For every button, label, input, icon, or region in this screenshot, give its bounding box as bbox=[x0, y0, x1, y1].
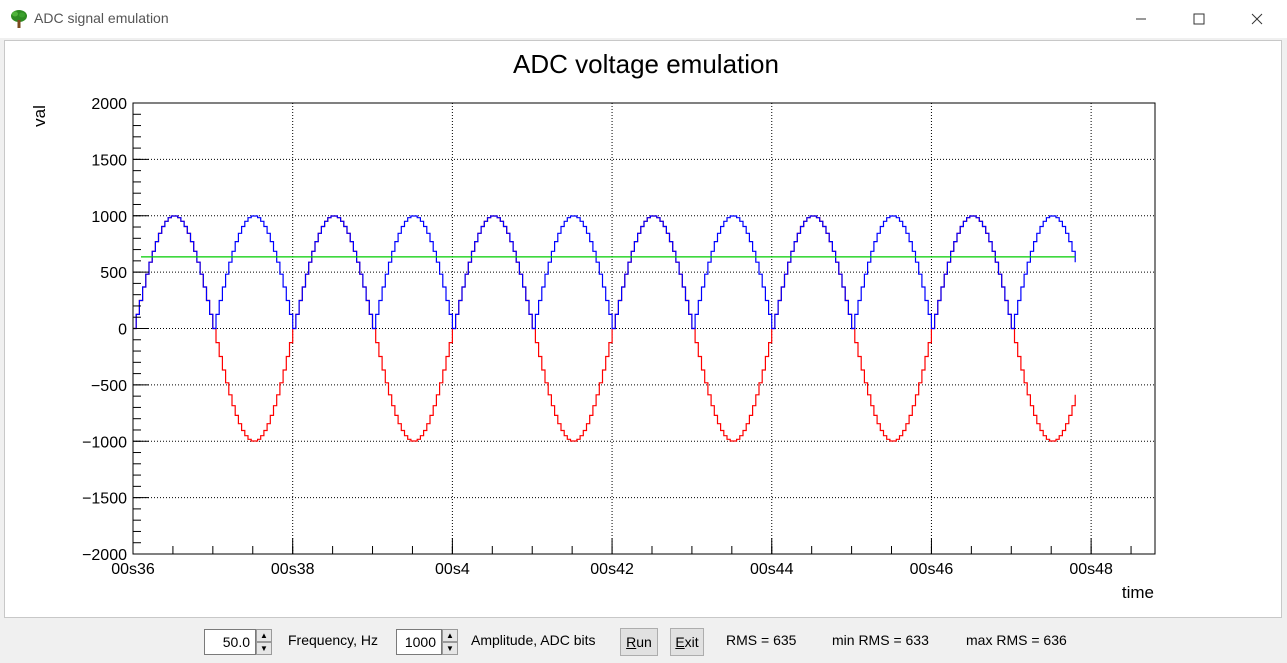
x-tick-label: 00s46 bbox=[910, 561, 954, 578]
minimize-button[interactable] bbox=[1113, 0, 1169, 38]
minimize-icon bbox=[1136, 18, 1146, 20]
window-titlebar: ADC signal emulation bbox=[0, 0, 1287, 38]
amplitude-stepper[interactable]: 1000 ▲ ▼ bbox=[396, 629, 458, 655]
series-layer bbox=[133, 215, 1076, 442]
amplitude-down-icon[interactable]: ▼ bbox=[442, 642, 458, 655]
exit-label: xit bbox=[684, 634, 699, 650]
frequency-label: Frequency, Hz bbox=[288, 632, 378, 648]
x-tick-label: 00s44 bbox=[750, 561, 794, 578]
series-line-1 bbox=[133, 215, 1076, 330]
amplitude-label: Amplitude, ADC bits bbox=[471, 632, 596, 648]
y-tick-label: −1000 bbox=[82, 434, 127, 451]
run-label: un bbox=[636, 634, 652, 650]
adc-chart: ADC voltage emulation val time 2000 1500 1… bbox=[30, 49, 1156, 602]
y-tick-label: 1500 bbox=[91, 152, 127, 169]
frequency-up-icon[interactable]: ▲ bbox=[256, 629, 272, 642]
exit-accelerator: E bbox=[675, 634, 685, 650]
run-accelerator: R bbox=[626, 634, 637, 650]
y-tick-label: 2000 bbox=[91, 96, 127, 113]
amplitude-input[interactable]: 1000 bbox=[396, 629, 442, 655]
series-line-0 bbox=[133, 215, 1076, 442]
x-tick-label: 00s42 bbox=[590, 561, 634, 578]
close-icon bbox=[1251, 13, 1263, 25]
amplitude-up-icon[interactable]: ▲ bbox=[442, 629, 458, 642]
maximize-button[interactable] bbox=[1171, 0, 1227, 38]
x-tick-label: 00s36 bbox=[111, 561, 155, 578]
frequency-down-icon[interactable]: ▼ bbox=[256, 642, 272, 655]
y-tick-label: −2000 bbox=[82, 547, 127, 564]
tree-icon bbox=[11, 10, 27, 28]
y-tick-label: −1500 bbox=[82, 491, 127, 508]
x-tick-label: 00s48 bbox=[1069, 561, 1113, 578]
y-tick-label: 500 bbox=[100, 265, 127, 282]
min-rms-readout: min RMS = 633 bbox=[832, 632, 929, 648]
rms-readout: RMS = 635 bbox=[726, 632, 797, 648]
chart-title: ADC voltage emulation bbox=[513, 49, 779, 79]
x-tick-label: 00s4 bbox=[435, 561, 470, 578]
close-button[interactable] bbox=[1229, 0, 1285, 38]
y-tick-label: 0 bbox=[118, 322, 127, 339]
y-axis-label: val bbox=[30, 105, 49, 127]
y-tick-label: 1000 bbox=[91, 209, 127, 226]
control-bar: 50.0 ▲ ▼ Frequency, Hz 1000 ▲ ▼ Amplitud… bbox=[0, 620, 1287, 663]
y-tick-label: −500 bbox=[91, 378, 127, 395]
frequency-stepper[interactable]: 50.0 ▲ ▼ bbox=[204, 629, 272, 655]
frequency-input[interactable]: 50.0 bbox=[204, 629, 256, 655]
axes: 2000 1500 1000 500 0 −500 −1000 −1500 −200000s36… bbox=[82, 96, 1132, 578]
plot-canvas[interactable]: ADC voltage emulation val time 2000 1500 1… bbox=[4, 40, 1282, 618]
maximize-icon bbox=[1193, 13, 1205, 25]
grid bbox=[132, 102, 1155, 555]
window-title: ADC signal emulation bbox=[34, 10, 169, 26]
x-tick-label: 00s38 bbox=[271, 561, 315, 578]
max-rms-readout: max RMS = 636 bbox=[966, 632, 1067, 648]
x-axis-label: time bbox=[1122, 583, 1154, 602]
